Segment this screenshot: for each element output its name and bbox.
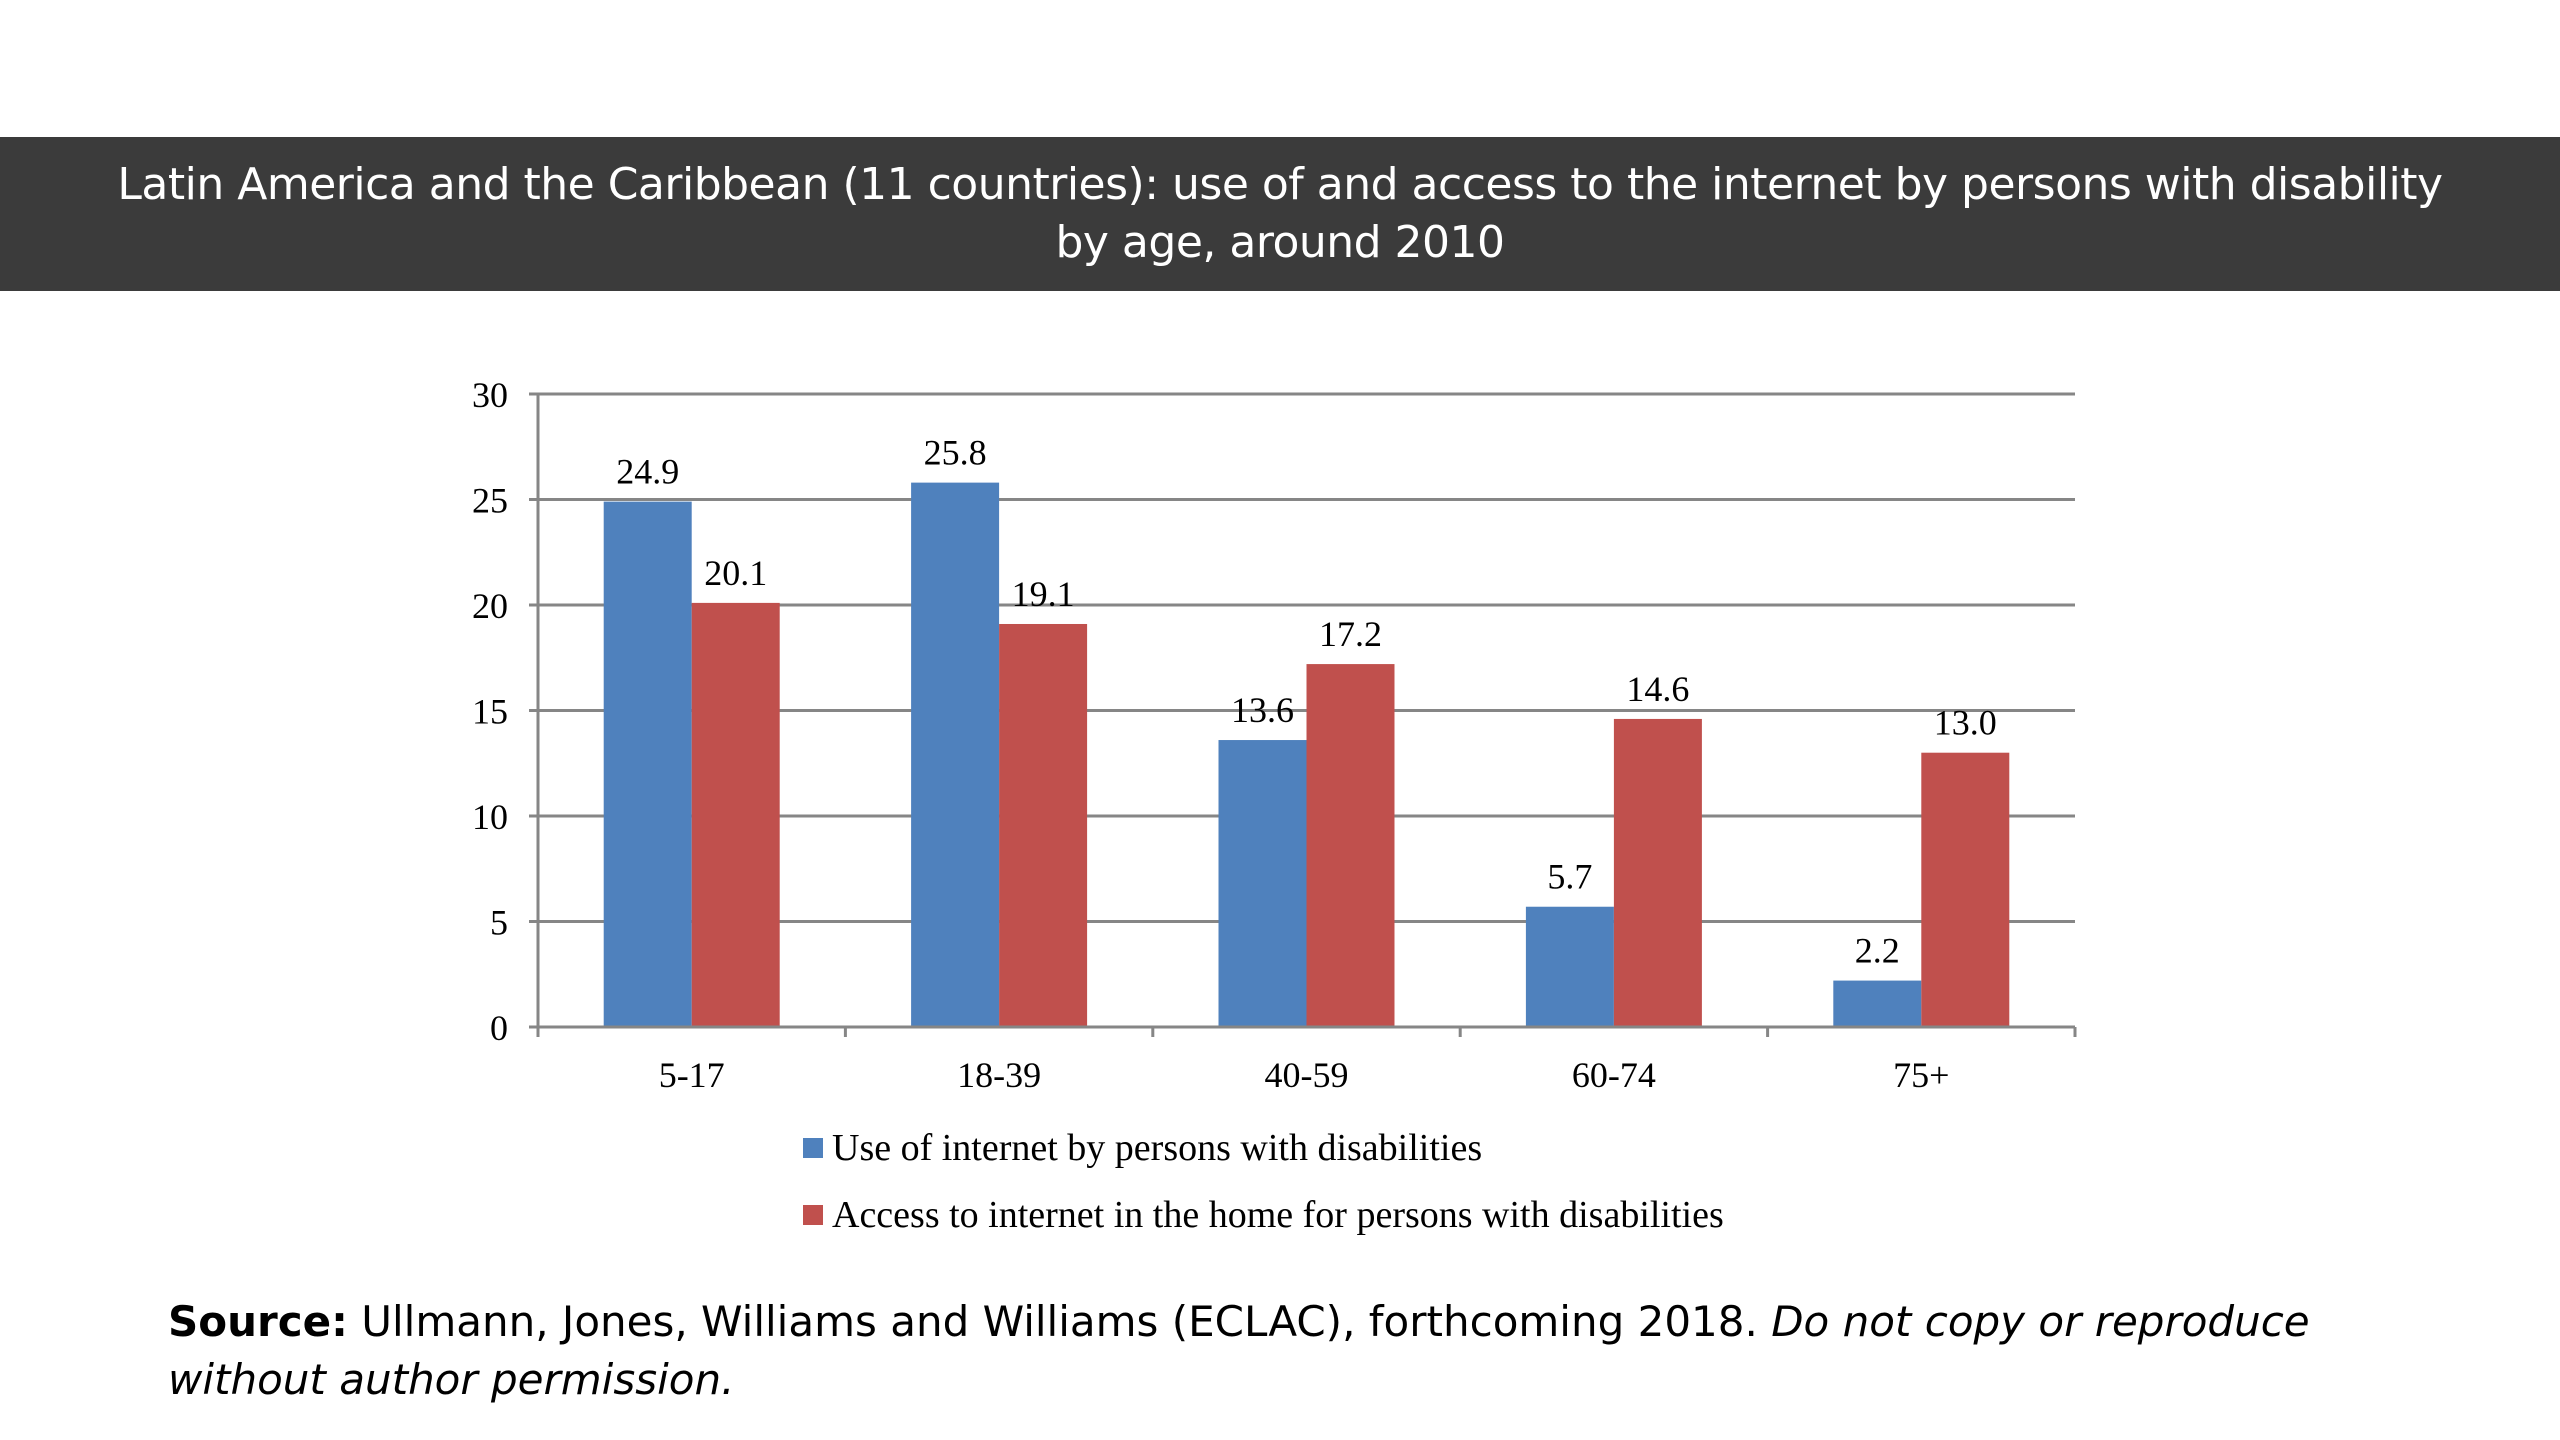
source-citation: Ullmann, Jones, Williams and Williams (E… [347,1297,1772,1346]
bar-access [1613,718,1702,1027]
chart-title: Latin America and the Caribbean (11 coun… [117,159,2443,268]
y-tick-label: 10 [472,797,508,837]
data-label: 13.6 [1231,690,1294,730]
bar-access [1921,752,2010,1027]
legend-label-access: Access to internet in the home for perso… [832,1194,1724,1236]
chart-title-band: Latin America and the Caribbean (11 coun… [0,137,2560,291]
bar-use [1218,740,1307,1027]
x-tick-label: 5-17 [659,1055,725,1095]
y-tick-label: 25 [472,481,508,521]
data-label: 13.0 [1934,703,1997,743]
chart-legend: Use of internet by persons with disabili… [803,1126,1724,1260]
bar-use [911,482,1000,1027]
data-label: 14.6 [1626,669,1689,709]
data-label: 20.1 [704,553,767,593]
legend-item-use: Use of internet by persons with disabili… [803,1126,1724,1170]
x-tick-label: 18-39 [957,1055,1041,1095]
y-tick-label: 20 [472,586,508,626]
data-label: 5.7 [1547,857,1592,897]
legend-swatch-access [803,1205,823,1225]
x-tick-label: 40-59 [1265,1055,1349,1095]
data-label: 25.8 [924,433,987,473]
legend-swatch-use [803,1138,823,1158]
legend-label-use: Use of internet by persons with disabili… [832,1127,1483,1169]
data-label: 24.9 [616,452,679,492]
bar-access [691,602,780,1027]
bar-access [999,623,1088,1027]
bar-use [1833,980,1922,1027]
bar-use [603,501,692,1027]
legend-item-access: Access to internet in the home for perso… [803,1193,1724,1237]
source-permission-note: Do not copy or reproduce without author … [168,1297,2310,1404]
y-tick-label: 30 [472,375,508,415]
bar-access [1306,664,1395,1027]
data-label: 2.2 [1855,931,1900,971]
x-tick-label: 60-74 [1572,1055,1656,1095]
bar-use [1525,906,1614,1027]
data-label: 17.2 [1319,614,1382,654]
y-tick-label: 5 [490,903,508,943]
data-label: 19.1 [1012,574,1075,614]
y-tick-label: 15 [472,692,508,732]
source-note: Source: Ullmann, Jones, Williams and Wil… [168,1293,2468,1409]
source-label: Source: [168,1297,348,1346]
y-tick-label: 0 [490,1008,508,1048]
x-tick-label: 75+ [1893,1055,1949,1095]
